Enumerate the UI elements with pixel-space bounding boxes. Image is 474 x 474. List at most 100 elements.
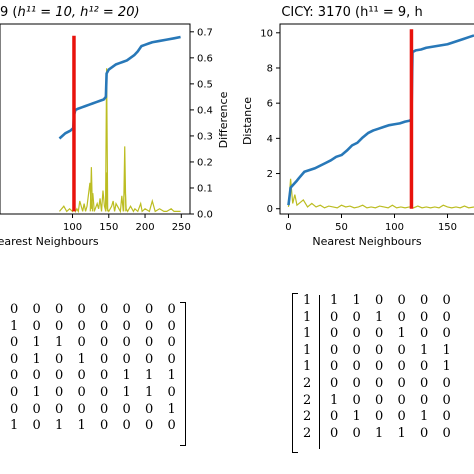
right-matrix-cell: 0 bbox=[442, 326, 451, 342]
right-matrix-cell: 0 bbox=[442, 425, 451, 441]
right-matrix-cell: 0 bbox=[352, 425, 361, 441]
left-matrix-cell: 0 bbox=[32, 318, 41, 334]
left-matrix-cell: 0 bbox=[55, 351, 64, 367]
left-matrix-cell: 1 bbox=[122, 368, 131, 384]
left-matrix-cell: 0 bbox=[167, 418, 176, 434]
left-matrix-cell: 0 bbox=[167, 384, 176, 400]
right-matrix-cell: 1 bbox=[397, 425, 406, 441]
right-matrix-cell: 0 bbox=[442, 309, 451, 325]
left-matrix-cell: 1 bbox=[32, 351, 41, 367]
right-ytick-label-4: 4 bbox=[267, 134, 273, 145]
left-matrix-right-bracket bbox=[180, 302, 186, 446]
right-matrix-cell: 0 bbox=[397, 293, 406, 308]
right-matrix-cell: 0 bbox=[397, 309, 406, 325]
right-matrix-first-col-cell: 1 bbox=[303, 359, 312, 375]
left-matrix-cell: 1 bbox=[55, 335, 64, 351]
left-matrix-cell: 1 bbox=[32, 335, 41, 351]
right-matrix-first-col-cell: 2 bbox=[303, 409, 312, 425]
right-matrix-first-col-cell: 2 bbox=[303, 425, 312, 441]
right-matrix-cell: 0 bbox=[330, 309, 339, 325]
right-chart-ylabel: Distance bbox=[241, 97, 254, 145]
left-chart-title-math: h¹¹ = 10, h¹² = 20) bbox=[17, 5, 139, 20]
left-difference-line bbox=[59, 172, 181, 214]
left-matrix-cell: 0 bbox=[167, 318, 176, 334]
left-matrix-cell: 0 bbox=[167, 335, 176, 351]
left-matrix-cell: 0 bbox=[77, 384, 86, 400]
right-matrix-cell: 0 bbox=[375, 326, 384, 342]
left-matrix-cell: 0 bbox=[122, 302, 131, 317]
right-matrix-first-col-cell: 1 bbox=[303, 326, 312, 342]
right-matrix-cell: 0 bbox=[420, 392, 429, 408]
right-matrix-cell: 0 bbox=[352, 375, 361, 391]
right-matrix-cell: 0 bbox=[330, 326, 339, 342]
left-matrix-cell: 0 bbox=[100, 418, 109, 434]
right-matrix-first-col-cell: 2 bbox=[303, 375, 312, 391]
right-matrix-cell: 0 bbox=[330, 409, 339, 425]
left-xtick-label-100: 100 bbox=[63, 222, 82, 233]
left-matrix-cell: 0 bbox=[122, 318, 131, 334]
right-matrix-cell: 0 bbox=[330, 425, 339, 441]
right-matrix-left-bracket bbox=[292, 293, 298, 453]
left-matrix-cell: 1 bbox=[145, 384, 154, 400]
left-chart-xlabel: Nearest Neighbours bbox=[0, 235, 99, 248]
left-matrix-cell: 0 bbox=[10, 368, 19, 384]
left-y2tick-label-0.3: 0.3 bbox=[197, 131, 213, 142]
left-matrix-cell: 1 bbox=[10, 318, 19, 334]
left-y2tick-label-0.2: 0.2 bbox=[197, 157, 213, 168]
left-matrix-cell: 0 bbox=[10, 401, 19, 417]
left-matrix-cell: 0 bbox=[145, 418, 154, 434]
right-matrix-cell: 0 bbox=[375, 409, 384, 425]
left-matrix-cell: 0 bbox=[32, 302, 41, 317]
right-ytick-label-2: 2 bbox=[267, 169, 273, 180]
left-matrix-cell: 1 bbox=[55, 418, 64, 434]
right-matrix-cell: 0 bbox=[420, 309, 429, 325]
right-matrix-separator bbox=[319, 295, 320, 449]
right-matrix-cell: 0 bbox=[420, 425, 429, 441]
left-matrix-cell: 0 bbox=[100, 368, 109, 384]
left-matrix-cell: 0 bbox=[100, 302, 109, 317]
left-matrix-cell: 0 bbox=[167, 351, 176, 367]
left-matrix-cell: 0 bbox=[100, 401, 109, 417]
left-chart: 100 150 200 250 0.0 0.1 0.2 0.3 0.4 0.5 0.6 0.7 bbox=[0, 23, 213, 233]
left-matrix-cell: 0 bbox=[145, 401, 154, 417]
left-difference-spike-0 bbox=[89, 167, 94, 212]
right-matrix-first-col-cell: 2 bbox=[303, 392, 312, 408]
right-matrix-cell: 0 bbox=[397, 409, 406, 425]
left-matrix-cell: 0 bbox=[145, 351, 154, 367]
left-matrix-cell: 0 bbox=[122, 351, 131, 367]
right-xtick-label-50: 50 bbox=[335, 222, 348, 233]
left-chart-frame bbox=[0, 23, 191, 215]
left-matrix-cell: 0 bbox=[32, 401, 41, 417]
right-matrix-cell: 0 bbox=[352, 342, 361, 358]
left-matrix-cell: 0 bbox=[77, 335, 86, 351]
left-matrix-cell: 0 bbox=[55, 368, 64, 384]
left-matrix-cell: 0 bbox=[77, 318, 86, 334]
right-ytick-label-6: 6 bbox=[267, 99, 273, 110]
right-chart-title: CICY: 3170 (h¹¹ = 9, h bbox=[281, 5, 422, 20]
right-matrix-cell: 0 bbox=[375, 359, 384, 375]
left-matrix-cell: 0 bbox=[10, 351, 19, 367]
left-matrix-cell: 0 bbox=[77, 368, 86, 384]
right-ytick-label-0: 0 bbox=[267, 204, 273, 215]
right-matrix-cell: 1 bbox=[330, 392, 339, 408]
left-distance-line bbox=[58, 35, 181, 140]
left-y2tick-label-0: 0.0 bbox=[197, 210, 213, 221]
right-matrix-cell: 1 bbox=[375, 425, 384, 441]
right-matrix-cell: 0 bbox=[397, 359, 406, 375]
right-matrix-cell: 0 bbox=[420, 293, 429, 308]
right-matrix-cell: 0 bbox=[352, 309, 361, 325]
